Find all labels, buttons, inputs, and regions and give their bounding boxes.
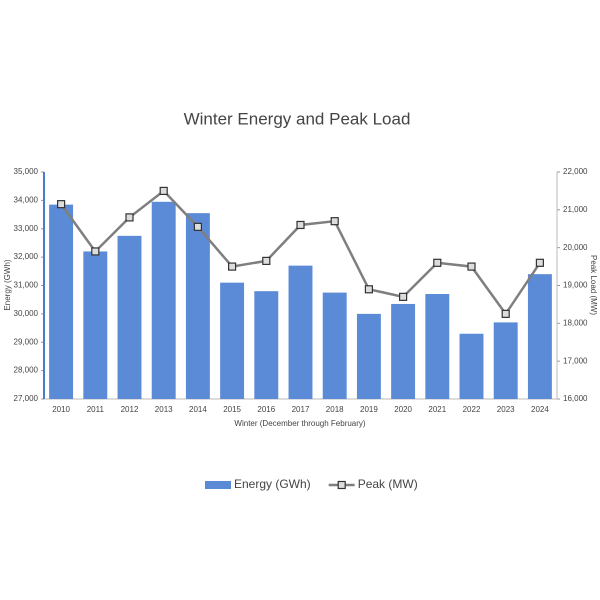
legend-swatch	[205, 481, 231, 489]
bar	[151, 201, 176, 399]
y-axis-label: Energy (GWh)	[3, 259, 12, 310]
peak-marker	[535, 258, 545, 267]
x-tick-label: 2019	[360, 405, 378, 414]
peak-marker	[330, 217, 339, 226]
y-tick-label: 33,000	[14, 224, 39, 233]
peak-marker	[228, 262, 237, 271]
peak-marker	[433, 258, 442, 267]
y-tick-label: 28,000	[14, 366, 39, 375]
y2-axis-label: Peak Load (MW)	[589, 255, 598, 315]
peak-marker	[467, 262, 476, 271]
bar	[185, 213, 210, 399]
y2-tick-label: 22,000	[563, 167, 588, 176]
peak-marker	[193, 222, 202, 231]
y2-tick-label: 19,000	[563, 281, 588, 290]
legend-label: Peak (MW)	[358, 477, 418, 491]
y-tick-label: 34,000	[14, 195, 39, 204]
x-tick-label: 2015	[223, 405, 241, 414]
bar	[425, 294, 450, 399]
x-tick-label: 2021	[428, 405, 446, 414]
bar	[322, 292, 347, 399]
x-tick-label: 2012	[121, 405, 139, 414]
bar	[220, 282, 245, 399]
bar	[254, 291, 279, 399]
peak-marker	[159, 186, 168, 196]
peak-marker	[262, 256, 271, 266]
peak-marker	[364, 285, 373, 294]
y-tick-label: 27,000	[14, 394, 39, 403]
x-tick-label: 2014	[189, 405, 207, 414]
x-tick-label: 2024	[531, 405, 549, 414]
y2-tick-label: 18,000	[563, 318, 588, 327]
y2-tick-label: 21,000	[563, 205, 588, 214]
peak-marker	[399, 292, 408, 301]
bar	[459, 333, 484, 399]
bar	[391, 303, 416, 399]
bar	[117, 235, 142, 399]
bar	[356, 313, 381, 399]
peak-marker	[125, 213, 134, 222]
peak-marker	[296, 220, 305, 230]
bar	[49, 204, 74, 399]
x-tick-label: 2011	[87, 405, 105, 414]
legend-label: Energy (GWh)	[234, 477, 311, 491]
x-tick-label: 2020	[394, 405, 412, 414]
bar	[83, 251, 108, 399]
peak-marker	[501, 309, 510, 318]
chart-title: Winter Energy and Peak Load	[184, 109, 411, 128]
bar	[288, 265, 313, 399]
y2-tick-label: 20,000	[563, 243, 588, 252]
x-axis-label: Winter (December through February)	[234, 419, 365, 428]
y-tick-label: 32,000	[14, 252, 39, 261]
x-tick-label: 2017	[292, 405, 310, 414]
bar	[527, 274, 552, 399]
y-tick-label: 29,000	[14, 337, 39, 346]
x-tick-label: 2010	[52, 405, 70, 414]
peak-marker	[91, 247, 100, 256]
x-tick-label: 2018	[326, 405, 344, 414]
bar	[493, 322, 518, 399]
y-tick-label: 30,000	[14, 309, 39, 318]
y2-tick-label: 16,000	[563, 394, 588, 403]
y-tick-label: 35,000	[14, 167, 39, 176]
x-tick-label: 2016	[257, 405, 275, 414]
y-tick-label: 31,000	[14, 281, 39, 290]
x-tick-label: 2013	[155, 405, 173, 414]
legend-marker	[337, 480, 346, 490]
x-tick-label: 2023	[497, 405, 515, 414]
x-tick-label: 2022	[463, 405, 481, 414]
y2-tick-label: 17,000	[563, 356, 588, 365]
peak-marker	[56, 200, 66, 209]
